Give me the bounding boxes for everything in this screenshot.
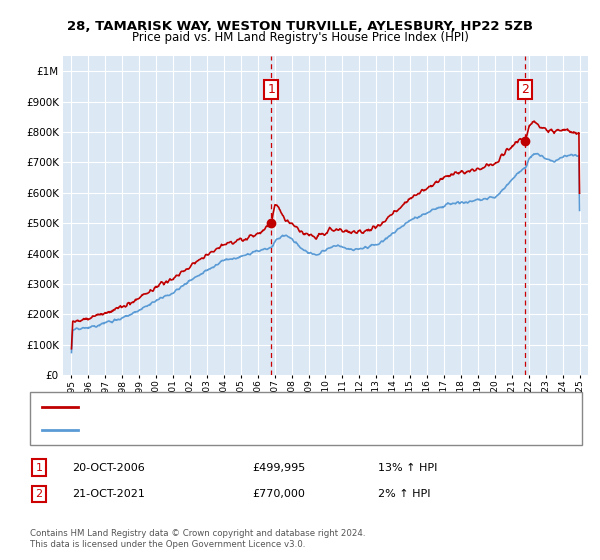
Text: Price paid vs. HM Land Registry's House Price Index (HPI): Price paid vs. HM Land Registry's House … xyxy=(131,31,469,44)
Text: 1: 1 xyxy=(268,83,275,96)
Text: 2: 2 xyxy=(35,489,43,499)
Text: 13% ↑ HPI: 13% ↑ HPI xyxy=(378,463,437,473)
Text: Contains HM Land Registry data © Crown copyright and database right 2024.
This d: Contains HM Land Registry data © Crown c… xyxy=(30,529,365,549)
Text: 28, TAMARISK WAY, WESTON TURVILLE, AYLESBURY, HP22 5ZB (detached house): 28, TAMARISK WAY, WESTON TURVILLE, AYLES… xyxy=(87,402,507,412)
Text: 21-OCT-2021: 21-OCT-2021 xyxy=(72,489,145,499)
Text: 1: 1 xyxy=(35,463,43,473)
Text: 2: 2 xyxy=(521,83,529,96)
Text: HPI: Average price, detached house, Buckinghamshire: HPI: Average price, detached house, Buck… xyxy=(87,425,371,435)
Text: 2% ↑ HPI: 2% ↑ HPI xyxy=(378,489,431,499)
Text: £499,995: £499,995 xyxy=(252,463,305,473)
Text: 20-OCT-2006: 20-OCT-2006 xyxy=(72,463,145,473)
Text: £770,000: £770,000 xyxy=(252,489,305,499)
Text: 28, TAMARISK WAY, WESTON TURVILLE, AYLESBURY, HP22 5ZB: 28, TAMARISK WAY, WESTON TURVILLE, AYLES… xyxy=(67,20,533,32)
